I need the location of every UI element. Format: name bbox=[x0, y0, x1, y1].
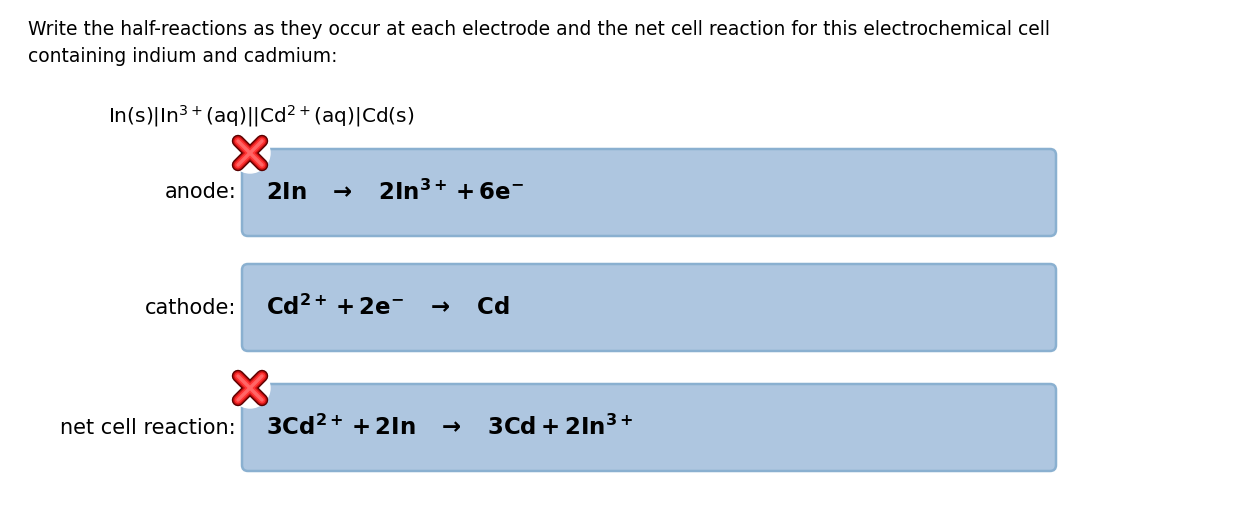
Text: Write the half-reactions as they occur at each electrode and the net cell reacti: Write the half-reactions as they occur a… bbox=[28, 20, 1050, 66]
FancyBboxPatch shape bbox=[242, 264, 1056, 351]
Text: $\mathbf{2In}$   $\mathbf{\rightarrow}$   $\mathbf{2In^{3+} + 6e^{-}}$: $\mathbf{2In}$ $\mathbf{\rightarrow}$ $\… bbox=[266, 180, 524, 205]
Text: $\mathbf{Cd^{2+} + 2e^{-}}$   $\mathbf{\rightarrow}$   $\mathbf{Cd}$: $\mathbf{Cd^{2+} + 2e^{-}}$ $\mathbf{\ri… bbox=[266, 295, 509, 320]
FancyBboxPatch shape bbox=[242, 149, 1056, 236]
Text: anode:: anode: bbox=[164, 182, 236, 202]
Circle shape bbox=[231, 368, 270, 408]
Text: In(s)|In$^{3+}$(aq)||Cd$^{2+}$(aq)|Cd(s): In(s)|In$^{3+}$(aq)||Cd$^{2+}$(aq)|Cd(s) bbox=[108, 103, 415, 129]
FancyBboxPatch shape bbox=[242, 384, 1056, 471]
Text: cathode:: cathode: bbox=[145, 298, 236, 318]
Text: $\mathbf{3Cd^{2+} + 2In}$   $\mathbf{\rightarrow}$   $\mathbf{3Cd + 2In^{3+}}$: $\mathbf{3Cd^{2+} + 2In}$ $\mathbf{\righ… bbox=[266, 415, 634, 440]
Circle shape bbox=[231, 133, 270, 173]
Text: net cell reaction:: net cell reaction: bbox=[60, 418, 236, 438]
